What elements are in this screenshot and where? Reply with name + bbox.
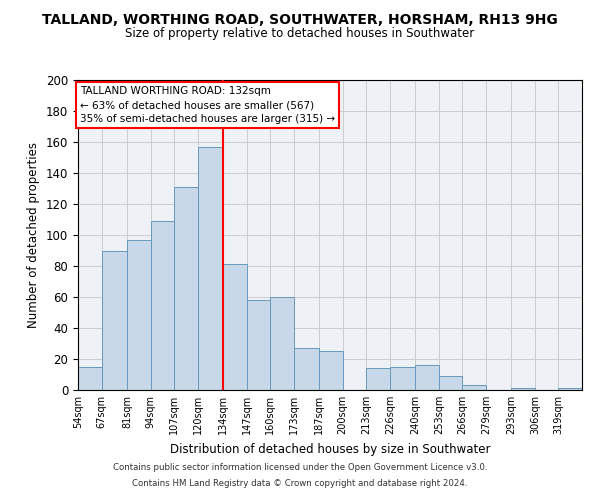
Bar — [559, 388, 582, 390]
Y-axis label: Number of detached properties: Number of detached properties — [28, 142, 40, 328]
Text: Contains HM Land Registry data © Crown copyright and database right 2024.: Contains HM Land Registry data © Crown c… — [132, 478, 468, 488]
X-axis label: Distribution of detached houses by size in Southwater: Distribution of detached houses by size … — [170, 442, 490, 456]
Bar — [270, 297, 294, 390]
Bar — [366, 368, 390, 390]
Bar — [151, 221, 174, 390]
Bar — [463, 386, 486, 390]
Bar — [197, 146, 223, 390]
Bar — [247, 300, 270, 390]
Bar — [174, 187, 197, 390]
Bar — [127, 240, 151, 390]
Bar — [390, 367, 415, 390]
Text: Size of property relative to detached houses in Southwater: Size of property relative to detached ho… — [125, 28, 475, 40]
Text: TALLAND WORTHING ROAD: 132sqm
← 63% of detached houses are smaller (567)
35% of : TALLAND WORTHING ROAD: 132sqm ← 63% of d… — [80, 86, 335, 124]
Bar — [415, 365, 439, 390]
Bar — [511, 388, 535, 390]
Bar — [439, 376, 463, 390]
Bar — [319, 351, 343, 390]
Bar — [223, 264, 247, 390]
Bar — [294, 348, 319, 390]
Bar — [78, 367, 101, 390]
Text: TALLAND, WORTHING ROAD, SOUTHWATER, HORSHAM, RH13 9HG: TALLAND, WORTHING ROAD, SOUTHWATER, HORS… — [42, 12, 558, 26]
Text: Contains public sector information licensed under the Open Government Licence v3: Contains public sector information licen… — [113, 464, 487, 472]
Bar — [101, 250, 127, 390]
